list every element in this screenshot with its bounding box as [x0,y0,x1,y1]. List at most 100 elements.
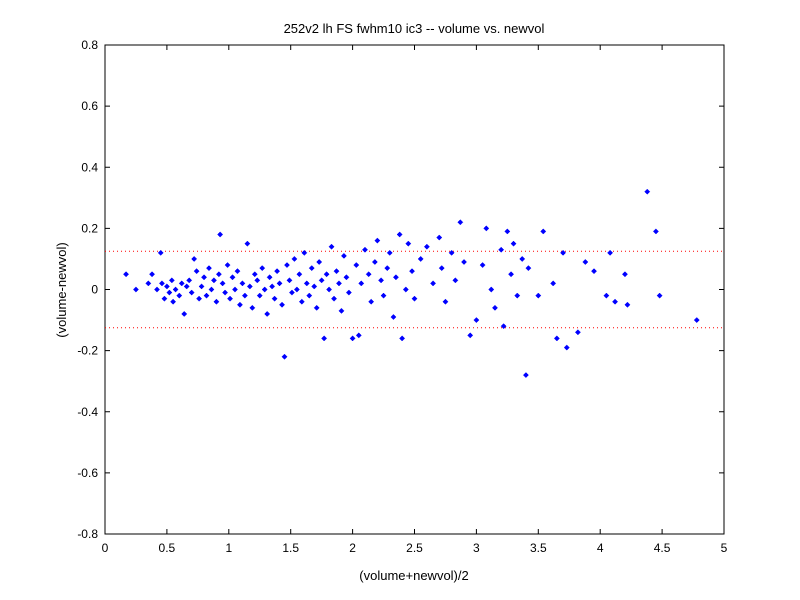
y-tick-label: -0.6 [77,466,98,480]
data-point [293,286,300,293]
data-point [504,228,511,235]
data-point [652,228,659,235]
data-point [409,268,415,275]
data-points [123,188,700,379]
data-point [321,335,328,342]
data-point [345,289,352,296]
y-tick-label: -0.4 [77,405,98,419]
data-point [323,271,330,278]
x-tick-label: 2 [349,541,356,555]
data-point [411,295,418,302]
data-point [198,283,205,290]
x-tick-label: 3 [473,541,480,555]
data-point [161,295,168,302]
data-point [483,225,490,232]
data-point [166,289,173,296]
data-point [196,295,203,302]
y-tick-label: 0.8 [81,38,98,52]
data-point [181,310,188,317]
data-point [384,265,391,272]
data-point [308,265,315,272]
data-point [402,286,409,293]
data-point [624,301,631,308]
data-point [176,292,183,299]
data-point [210,277,217,284]
data-point [488,286,495,293]
data-point [239,280,246,287]
data-point [251,271,258,278]
data-point [234,268,241,275]
data-point [560,249,567,256]
data-point [286,277,293,284]
data-point [399,335,406,342]
data-point [331,295,337,302]
data-point [183,283,190,290]
data-point [622,271,628,278]
data-point [170,298,177,305]
data-point [246,283,253,290]
data-point [269,283,276,290]
data-point [266,274,273,281]
data-point [206,265,212,272]
chart-title: 252v2 lh FS fwhm10 ic3 -- volume vs. new… [284,21,545,36]
data-point [467,332,474,339]
data-point [219,280,226,287]
data-point [163,283,170,290]
data-point [405,240,412,247]
data-point [276,280,283,287]
x-tick-label: 1.5 [282,541,299,555]
data-point [191,255,198,262]
data-point [423,243,430,250]
data-point [473,317,480,324]
data-point [498,246,505,253]
data-point [132,286,139,293]
data-point [436,234,443,241]
data-point [338,307,345,314]
data-point [396,231,403,238]
data-point [313,304,320,311]
data-point [232,286,238,293]
data-point [298,298,305,305]
data-point [336,280,342,287]
x-tick-label: 3.5 [530,541,547,555]
axes-frame [104,44,725,535]
data-point [362,246,368,253]
data-point [355,332,362,339]
data-point [442,298,449,305]
data-point [249,304,256,311]
data-point [254,277,261,284]
data-point [217,231,224,238]
data-point [301,249,308,256]
data-point [540,228,547,235]
data-point [452,277,459,284]
x-tick-label: 5 [721,541,728,555]
data-point [417,255,424,262]
data-point [380,292,387,299]
data-point [149,271,155,278]
data-point [288,289,295,296]
data-point [479,262,486,269]
data-point [461,259,467,265]
data-point [390,314,397,320]
x-tick-label: 2.5 [406,541,423,555]
data-point [612,298,619,305]
data-point [582,259,589,265]
data-point [535,292,542,299]
data-point [514,292,521,299]
data-point [457,219,464,226]
data-point [378,277,385,284]
data-point [229,274,236,281]
data-point [519,255,526,262]
data-point [123,271,129,278]
data-point [603,292,610,299]
data-point [215,271,222,278]
data-point [244,240,251,247]
data-point [316,259,323,265]
x-axis-label: (volume+newvol)/2 [359,568,468,583]
data-point [256,292,263,299]
data-point [448,249,455,256]
y-tick-label: -0.2 [77,344,98,358]
data-point [349,335,356,342]
data-point [154,286,160,293]
